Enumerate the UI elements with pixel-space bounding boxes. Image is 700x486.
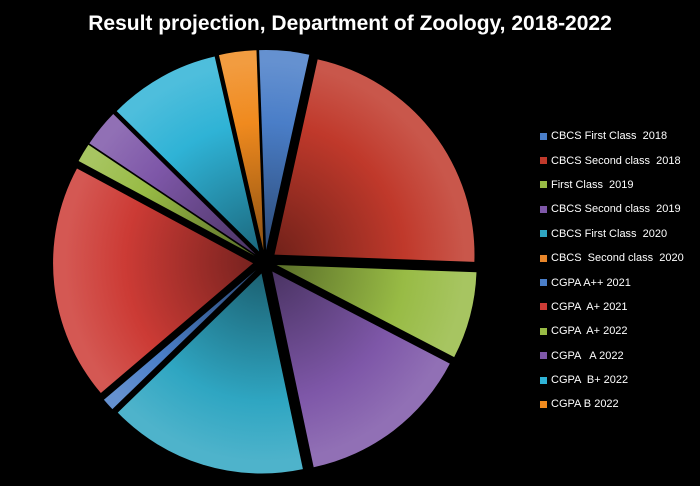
legend-swatch [540, 303, 547, 311]
legend-swatch [540, 181, 547, 189]
legend-swatch [540, 400, 547, 408]
legend-swatch [540, 279, 547, 287]
chart-title: Result projection, Department of Zoology… [88, 12, 612, 35]
legend-item: First Class 2019 [540, 173, 684, 197]
legend-item: CGPA B+ 2022 [540, 368, 684, 392]
pie-slice [103, 270, 257, 410]
legend-item: CBCS Second class 2020 [540, 246, 684, 270]
legend-item: CGPA A+ 2021 [540, 295, 684, 319]
legend-swatch [540, 376, 547, 384]
legend-item: CBCS Second class 2019 [540, 197, 684, 221]
legend-swatch [540, 157, 547, 165]
pie-slice [276, 265, 477, 358]
legend-swatch [540, 132, 547, 140]
legend-label: CGPA A 2022 [551, 349, 624, 362]
legend-label: CBCS Second class 2019 [551, 203, 681, 216]
legend-label: CGPA A+ 2021 [551, 300, 628, 313]
legend-swatch [540, 230, 547, 238]
legend-item: CGPA A 2022 [540, 344, 684, 368]
pie-slice [89, 114, 256, 255]
legend-label: CGPA A+ 2022 [551, 325, 628, 338]
pie-slice [274, 59, 475, 262]
pie-slice [259, 50, 310, 251]
legend-item: CBCS Second class 2018 [540, 148, 684, 172]
legend-label: CBCS Second class 2020 [551, 252, 684, 265]
legend-item: CBCS First Class 2018 [540, 124, 684, 148]
pie-slice [218, 50, 264, 251]
legend-swatch [540, 352, 547, 360]
legend-label: CBCS Second class 2018 [551, 154, 681, 167]
legend-swatch [540, 205, 547, 213]
legend-label: CBCS First Class 2020 [551, 227, 668, 240]
legend-label: CGPA A++ 2021 [551, 276, 631, 289]
pie-slice [117, 273, 303, 474]
legend-item: CGPA A+ 2022 [540, 319, 684, 343]
pie-slice [78, 144, 255, 256]
pie-slice [116, 56, 260, 252]
pie-slice [272, 271, 450, 468]
legend: CBCS First Class 2018 CBCS Second class 2… [540, 124, 684, 417]
legend-item: CBCS First Class 2020 [540, 222, 684, 246]
legend-item: CGPA B 2022 [540, 392, 684, 416]
legend-item: CGPA A++ 2021 [540, 270, 684, 294]
legend-swatch [540, 327, 547, 335]
pie-slice [112, 270, 257, 410]
legend-label: CBCS First Class 2018 [551, 130, 668, 143]
legend-swatch [540, 254, 547, 262]
pie-slice [53, 168, 254, 394]
legend-label: CGPA B+ 2022 [551, 374, 629, 387]
legend-label: First Class 2019 [551, 178, 634, 191]
legend-label: CGPA B 2022 [551, 398, 619, 411]
